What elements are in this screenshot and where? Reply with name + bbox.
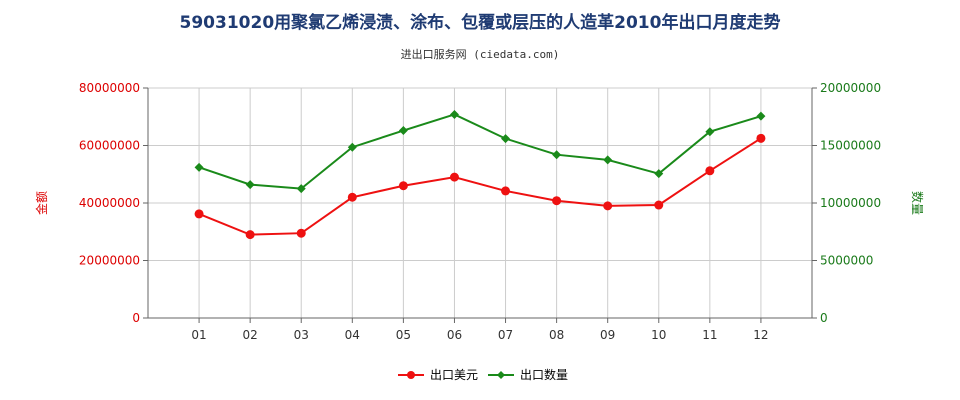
data-point-circle <box>449 172 459 182</box>
data-point-circle <box>296 228 306 238</box>
data-point-diamond <box>501 134 511 144</box>
data-point-diamond <box>705 127 715 137</box>
x-tick-label: 12 <box>753 328 768 342</box>
data-point-circle <box>552 196 562 206</box>
data-point-diamond <box>398 126 408 136</box>
data-point-circle <box>245 230 255 240</box>
data-point-diamond <box>756 111 766 121</box>
x-tick-label: 08 <box>549 328 564 342</box>
x-tick-label: 07 <box>498 328 513 342</box>
left-tick-label: 0 <box>132 311 140 325</box>
data-point-circle <box>654 200 664 210</box>
series-line-2 <box>198 113 762 190</box>
data-point-diamond <box>194 162 204 172</box>
legend-marker-diamond <box>497 371 505 379</box>
data-point-diamond <box>245 180 255 190</box>
right-axis-title: 数量 <box>910 191 925 215</box>
axes <box>143 87 817 323</box>
left-tick-label: 80000000 <box>79 81 140 95</box>
data-point-circle <box>705 166 715 176</box>
left-axis-ticks: 0 20000000 40000000 60000000 80000000 <box>79 81 140 325</box>
series-lines <box>194 109 766 240</box>
right-tick-label: 10000000 <box>820 196 881 210</box>
data-point-circle <box>603 201 613 211</box>
legend-label-1: 出口美元 <box>430 368 478 382</box>
right-tick-label: 5000000 <box>820 254 873 268</box>
data-point-diamond <box>296 184 306 194</box>
x-tick-label: 06 <box>447 328 462 342</box>
left-tick-label: 40000000 <box>79 196 140 210</box>
x-tick-label: 11 <box>702 328 717 342</box>
series-line-1 <box>198 137 762 236</box>
data-point-diamond <box>654 169 664 179</box>
data-point-circle <box>194 209 204 219</box>
data-point-circle <box>347 192 357 202</box>
legend: 出口美元 出口数量 <box>398 367 568 382</box>
x-tick-label: 02 <box>243 328 258 342</box>
data-point-diamond <box>552 150 562 160</box>
x-tick-label: 09 <box>600 328 615 342</box>
x-tick-label: 04 <box>345 328 360 342</box>
data-point-diamond <box>603 155 613 165</box>
data-point-circle <box>756 133 766 143</box>
chart-title: 59031020用聚氯乙烯浸渍、涂布、包覆或层压的人造革2010年出口月度走势 <box>179 13 781 33</box>
right-tick-label: 15000000 <box>820 139 881 153</box>
data-point-diamond <box>347 142 357 152</box>
grid-lines <box>148 87 812 318</box>
left-axis-title: 金额 <box>34 191 49 215</box>
right-tick-label: 20000000 <box>820 81 881 95</box>
x-tick-label: 03 <box>294 328 309 342</box>
x-tick-label: 05 <box>396 328 411 342</box>
left-tick-label: 20000000 <box>79 254 140 268</box>
x-axis-ticks: 01 02 03 04 05 06 07 08 09 10 11 12 <box>191 328 768 342</box>
left-tick-label: 60000000 <box>79 139 140 153</box>
x-tick-label: 01 <box>191 328 206 342</box>
legend-label-2: 出口数量 <box>520 367 568 382</box>
right-tick-label: 0 <box>820 311 828 325</box>
data-point-circle <box>501 186 511 196</box>
legend-marker-circle <box>407 371 415 379</box>
data-point-diamond <box>449 109 459 119</box>
right-axis-ticks: 0 5000000 10000000 15000000 20000000 <box>820 81 881 325</box>
chart-subtitle: 进出口服务网 (ciedata.com) <box>400 48 560 61</box>
x-tick-label: 10 <box>651 328 666 342</box>
data-point-circle <box>398 181 408 191</box>
